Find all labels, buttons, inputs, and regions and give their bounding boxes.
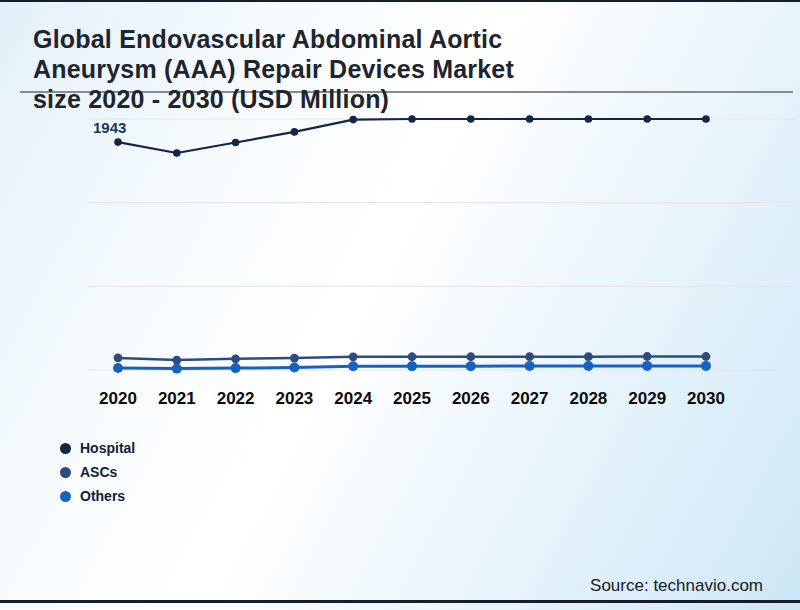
data-point-others-2020 bbox=[113, 363, 123, 373]
data-point-hospital-2023 bbox=[291, 128, 299, 136]
line-chart: 2020 2021 2022 2023 2024 2025 2026 2027 2028 2029… bbox=[0, 0, 800, 610]
x-axis-label-2026: 2026 bbox=[452, 389, 490, 408]
data-point-others-2027 bbox=[525, 361, 535, 371]
data-point-ascs-2022 bbox=[231, 354, 240, 363]
data-point-ascs-2025 bbox=[408, 352, 417, 361]
x-axis-label-2020: 2020 bbox=[99, 389, 137, 408]
data-point-others-2024 bbox=[348, 361, 358, 371]
data-point-ascs-2020 bbox=[114, 354, 123, 363]
data-point-ascs-2024 bbox=[349, 352, 358, 361]
x-axis-label-2021: 2021 bbox=[158, 389, 196, 408]
legend-marker-icon bbox=[60, 443, 71, 454]
data-point-ascs-2026 bbox=[466, 352, 475, 361]
data-point-ascs-2021 bbox=[172, 356, 181, 365]
x-axis-label-2022: 2022 bbox=[217, 389, 255, 408]
infographic-page: Global Endovascular Abdominal Aortic Ane… bbox=[0, 0, 800, 610]
data-point-hospital-2029 bbox=[643, 115, 651, 123]
data-point-ascs-2027 bbox=[525, 352, 534, 361]
data-point-hospital-2026 bbox=[467, 115, 475, 123]
data-point-others-2025 bbox=[407, 361, 417, 371]
legend-marker-icon bbox=[60, 491, 71, 502]
data-point-hospital-2028 bbox=[585, 115, 593, 123]
data-point-ascs-2023 bbox=[290, 354, 299, 363]
data-point-others-2028 bbox=[583, 361, 593, 371]
data-point-ascs-2028 bbox=[584, 352, 593, 361]
legend-label: Others bbox=[80, 488, 125, 504]
data-point-hospital-2022 bbox=[232, 139, 240, 147]
legend-label: Hospital bbox=[80, 440, 135, 456]
x-axis-label-2025: 2025 bbox=[393, 389, 431, 408]
x-axis-label-2028: 2028 bbox=[569, 389, 607, 408]
x-axis-label-2023: 2023 bbox=[275, 389, 313, 408]
data-point-hospital-2024 bbox=[349, 116, 357, 124]
data-point-hospital-2020 bbox=[114, 138, 122, 146]
data-point-ascs-2030 bbox=[702, 352, 711, 361]
data-point-hospital-2025 bbox=[408, 115, 416, 123]
data-point-hospital-2021 bbox=[173, 149, 181, 157]
data-point-hospital-2030 bbox=[702, 115, 710, 123]
x-axis-label-2030: 2030 bbox=[687, 389, 725, 408]
legend-label: ASCs bbox=[80, 464, 117, 480]
data-point-others-2022 bbox=[231, 363, 241, 373]
chart-legend: Hospital ASCs Others bbox=[60, 436, 135, 508]
x-axis-label-2027: 2027 bbox=[511, 389, 549, 408]
legend-item-hospital: Hospital bbox=[60, 436, 135, 460]
source-attribution: Source: technavio.com bbox=[590, 576, 763, 596]
x-axis-label-2024: 2024 bbox=[334, 389, 372, 408]
legend-marker-icon bbox=[60, 467, 71, 478]
data-point-others-2029 bbox=[642, 361, 652, 371]
data-point-others-2030 bbox=[701, 361, 711, 371]
series-line-hospital bbox=[118, 119, 706, 153]
legend-item-others: Others bbox=[60, 484, 135, 508]
x-axis-label-2029: 2029 bbox=[628, 389, 666, 408]
data-point-others-2023 bbox=[289, 363, 299, 373]
data-label-hospital-2020: 1943 bbox=[93, 119, 126, 136]
data-point-hospital-2027 bbox=[526, 115, 534, 123]
data-point-ascs-2029 bbox=[643, 352, 652, 361]
data-point-others-2026 bbox=[466, 361, 476, 371]
data-point-others-2021 bbox=[172, 364, 182, 374]
legend-item-ascs: ASCs bbox=[60, 460, 135, 484]
